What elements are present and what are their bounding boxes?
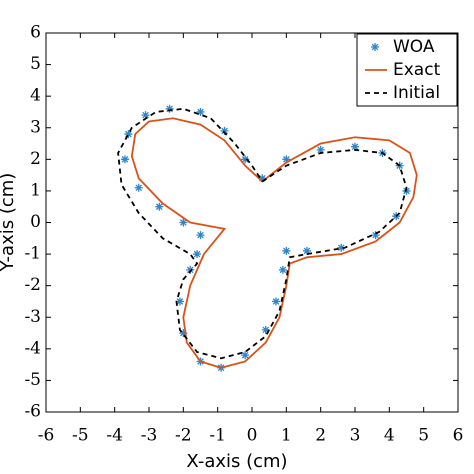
data-point [241,155,250,164]
data-point [316,145,325,154]
data-point [282,155,291,164]
data-point [351,142,359,151]
data-point [337,243,346,252]
data-point [124,130,133,139]
y-tick-label: 5 [30,54,41,74]
data-point [179,329,188,338]
y-tick-label: -5 [24,370,41,390]
x-tick-label: 3 [350,426,361,446]
data-line [117,107,408,360]
x-tick-label: -5 [72,426,89,446]
y-tick-label: 6 [30,23,41,43]
y-tick-label: -6 [24,402,41,422]
data-point [165,104,174,113]
x-tick-label: -4 [106,426,123,446]
data-point [282,246,291,255]
legend-label: Exact [393,60,441,80]
legend-marker [371,43,379,51]
data-point [196,107,205,116]
y-tick-label: 3 [30,117,41,137]
y-axis-label: Y-axis (cm) [0,173,18,273]
x-axis-label: X-axis (cm) [186,451,287,472]
y-tick-label: 0 [30,212,41,232]
x-tick-label: 5 [418,426,429,446]
data-point [371,231,380,240]
x-tick-label: -6 [38,426,55,446]
data-point [186,265,195,274]
data-point [258,174,267,183]
data-point [193,250,202,259]
data-point [196,231,205,240]
data-point [141,111,150,120]
x-tick-label: -2 [175,426,192,446]
x-tick-label: -1 [209,426,226,446]
y-tick-label: -3 [24,307,41,327]
data-point [175,297,184,306]
data-point [261,325,270,334]
y-tick-label: -4 [24,338,41,358]
y-tick-label: 1 [30,180,41,200]
x-tick-label: 6 [453,426,464,446]
data-point [155,202,164,211]
y-tick-label: 2 [30,149,41,169]
y-tick-label: -1 [24,244,41,264]
data-point [278,265,287,274]
x-tick-label: 1 [281,426,292,446]
data-point [272,297,281,306]
data-point [120,155,129,164]
legend-label: Initial [393,83,440,103]
x-tick-label: 4 [384,426,395,446]
y-tick-label: 4 [30,86,41,106]
data-point [220,126,229,135]
data-point [241,351,250,360]
data-point [134,183,143,192]
data-line [130,117,418,369]
legend-label: WOA [393,37,435,57]
x-tick-label: 0 [247,426,258,446]
data-point [179,218,188,227]
x-tick-label: 2 [315,426,326,446]
x-tick-label: -3 [141,426,158,446]
y-tick-label: -2 [24,275,41,295]
data-point [302,246,311,255]
